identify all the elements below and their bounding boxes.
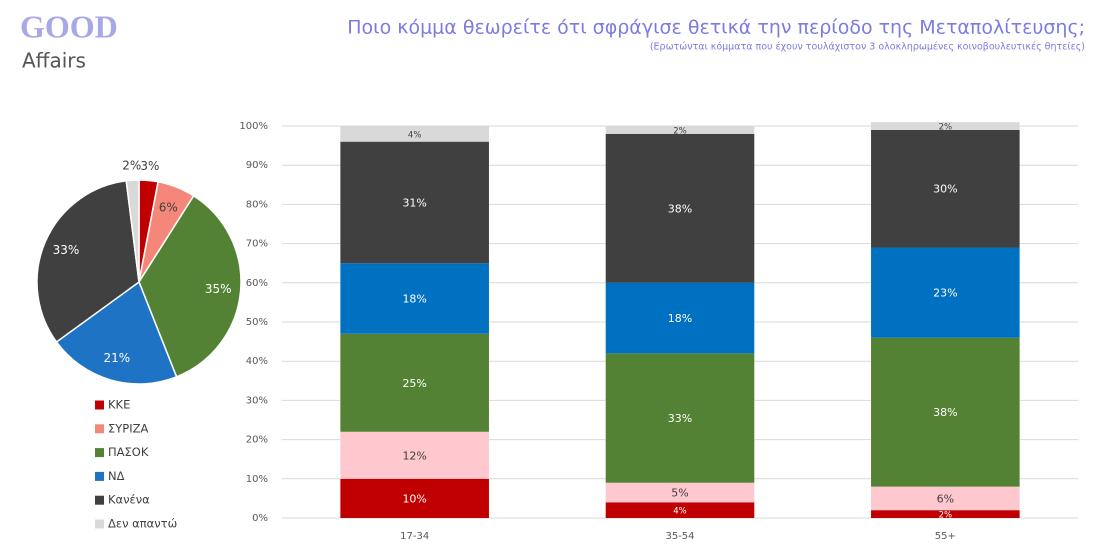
bar-segment — [605, 282, 755, 354]
bar-label: 12% — [402, 449, 426, 462]
legend-label: ΝΔ — [108, 469, 125, 483]
bar-segment — [605, 126, 755, 134]
bar-label: 18% — [668, 312, 692, 325]
y-tick-label: 60% — [246, 278, 268, 289]
bar-segment — [340, 263, 489, 334]
pie-slice — [125, 179, 140, 283]
bar-segment — [871, 337, 1020, 487]
y-tick-label: 90% — [246, 160, 268, 171]
legend-swatch — [95, 448, 104, 458]
x-tick-label: 55+ — [935, 531, 956, 542]
x-tick-label: 35-54 — [665, 531, 694, 542]
pie-label: 21% — [103, 351, 130, 365]
bar-label: 4% — [408, 130, 422, 140]
bar-label: 5% — [671, 487, 688, 500]
logo-bottom: Affairs — [22, 49, 86, 73]
chart-subtitle: (Ερωτώνται κόμματα που έχουν τουλάχιστον… — [650, 42, 1085, 53]
y-tick-label: 50% — [246, 317, 268, 328]
pie-slice — [138, 194, 242, 378]
y-tick-label: 100% — [239, 121, 268, 132]
pie-label: 33% — [53, 243, 80, 257]
bar-label: 38% — [668, 202, 692, 215]
legend-label: Κανένα — [108, 493, 150, 507]
y-tick-label: 0% — [252, 513, 268, 524]
y-tick-label: 30% — [246, 395, 268, 406]
pie-label: 3% — [140, 159, 159, 173]
bar-segment — [871, 510, 1020, 518]
bar-segment — [340, 333, 489, 432]
legend-label: Δεν απαντώ — [108, 517, 177, 531]
bar-segment — [340, 478, 489, 518]
bar-segment — [605, 353, 755, 483]
legend-label: ΚΚΕ — [108, 398, 130, 412]
y-tick-label: 80% — [246, 199, 268, 210]
bar-segment — [871, 122, 1020, 130]
bar-label: 4% — [673, 507, 687, 517]
bar-segment — [871, 247, 1020, 338]
y-tick-label: 70% — [246, 239, 268, 250]
bar-label: 31% — [402, 196, 426, 209]
bar-segment — [605, 482, 755, 503]
bar-label: 25% — [402, 377, 426, 390]
bar-label: 2% — [673, 126, 687, 136]
bar-label: 23% — [933, 287, 957, 300]
bar-label: 2% — [939, 511, 953, 521]
bar-label: 2% — [939, 123, 953, 133]
legend-swatch — [95, 400, 104, 410]
legend-swatch — [95, 495, 104, 505]
pie-slice — [36, 179, 140, 344]
bar-label: 18% — [402, 292, 426, 305]
y-tick-label: 20% — [246, 435, 268, 446]
bar-segment — [340, 141, 489, 264]
chart-title: Ποιο κόμμα θεωρείτε ότι σφράγισε θετικά … — [347, 17, 1085, 39]
x-tick-label: 17-34 — [400, 531, 429, 542]
pie-slice — [55, 280, 178, 385]
bar-segment — [871, 129, 1020, 248]
bar-label: 33% — [668, 412, 692, 425]
bar-segment — [340, 431, 489, 479]
bar-label: 10% — [402, 492, 426, 505]
legend-swatch — [95, 471, 104, 481]
bar-segment — [340, 126, 489, 142]
pie-label: 35% — [205, 282, 232, 296]
bar-segment — [605, 133, 755, 283]
y-tick-label: 40% — [246, 356, 268, 367]
bar-segment — [605, 502, 755, 518]
legend-label: ΣΥΡΙΖΑ — [108, 421, 148, 435]
logo-top: GOOD — [20, 8, 118, 44]
y-tick-label: 10% — [246, 474, 268, 485]
bar-label: 6% — [937, 492, 954, 505]
pie-label: 6% — [159, 201, 178, 215]
pie-label: 2% — [122, 159, 141, 173]
legend-swatch — [95, 424, 104, 434]
bar-segment — [871, 486, 1020, 511]
legend-swatch — [95, 519, 104, 529]
legend-label: ΠΑΣΟΚ — [108, 445, 149, 459]
bar-label: 30% — [933, 183, 957, 196]
bar-label: 38% — [933, 406, 957, 419]
